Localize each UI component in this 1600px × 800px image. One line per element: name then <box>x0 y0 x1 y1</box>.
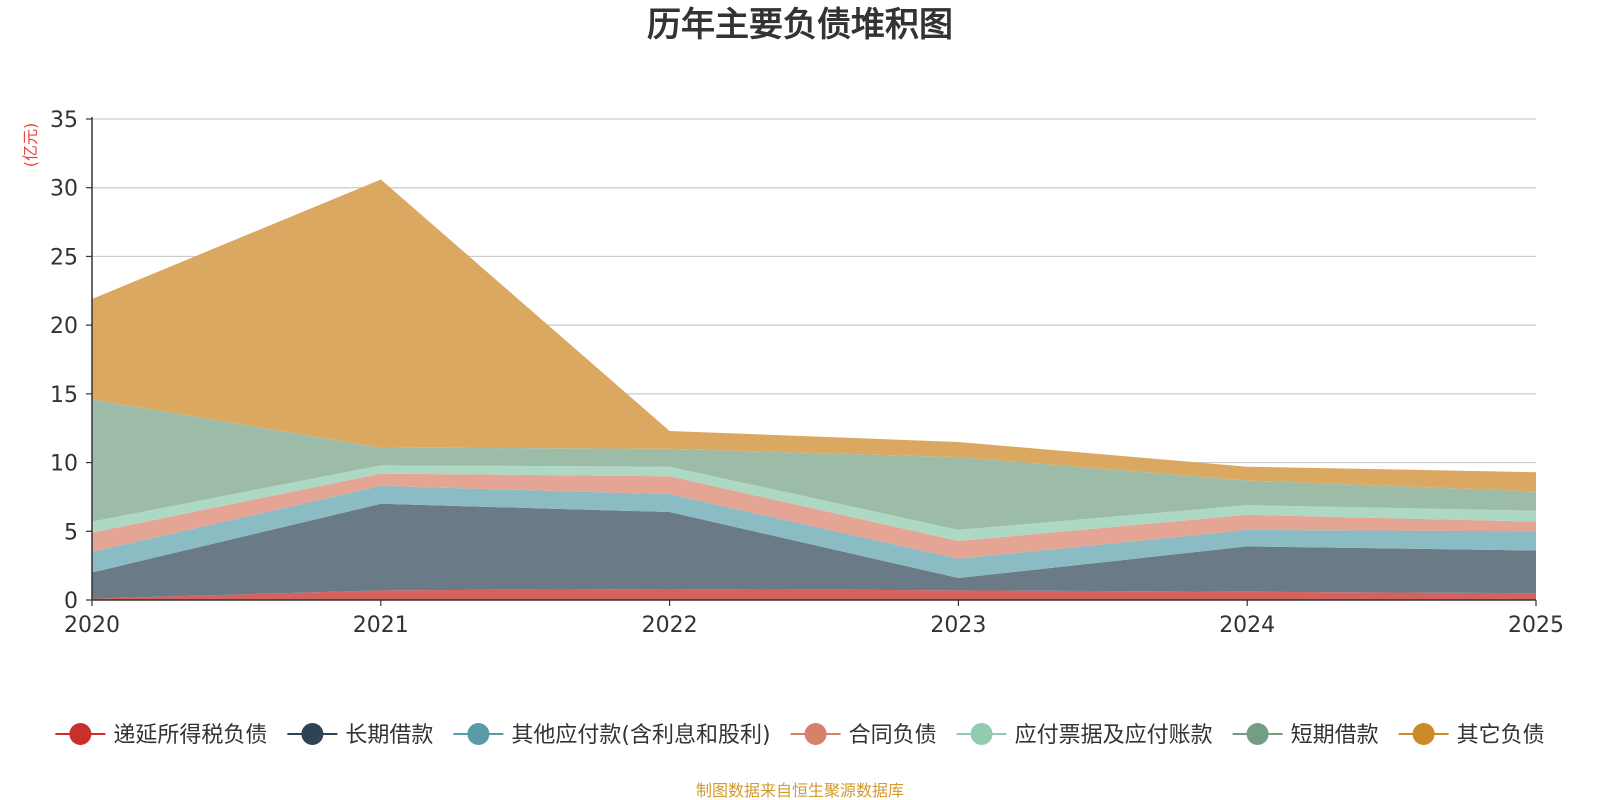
area-series-0[interactable] <box>92 589 1536 600</box>
legend-marker-icon <box>467 723 490 745</box>
legend-label: 短期借款 <box>1291 723 1379 748</box>
legend-marker-icon <box>69 723 92 745</box>
legend-marker-icon <box>1246 723 1269 745</box>
source-note: 制图数据来自恒生聚源数据库 <box>696 781 904 800</box>
y-tick-label: 30 <box>50 177 78 202</box>
area-series-group <box>92 179 1536 600</box>
legend-label: 应付票据及应付账款 <box>1015 723 1213 748</box>
legend-marker-icon <box>1412 723 1435 745</box>
area-series-2[interactable] <box>92 485 1536 579</box>
legend-marker-icon <box>804 723 827 745</box>
y-tick-label: 25 <box>50 245 78 270</box>
legend: 递延所得税负债 长期借款 其他应付款(含利息和股利) 合同负债 应付票据及应付账款 短期借… <box>55 723 1545 748</box>
x-tick-label: 2022 <box>642 613 698 638</box>
legend-item-1[interactable]: 长期借款 <box>287 723 433 748</box>
area-series-5[interactable] <box>92 399 1536 530</box>
y-tick-label: 20 <box>50 314 78 339</box>
legend-marker-icon <box>301 723 324 745</box>
legend-item-0[interactable]: 递延所得税负债 <box>55 723 267 748</box>
y-tick-label: 10 <box>50 452 78 477</box>
x-tick-label: 2023 <box>930 613 986 638</box>
x-tick-label: 2025 <box>1508 613 1564 638</box>
legend-marker-icon <box>970 723 993 745</box>
area-series-4[interactable] <box>92 465 1536 541</box>
legend-item-4[interactable]: 应付票据及应付账款 <box>956 723 1213 748</box>
legend-item-3[interactable]: 合同负债 <box>790 723 937 748</box>
y-tick-label: 5 <box>64 520 78 545</box>
y-axis-unit-label: (亿元) <box>21 123 40 168</box>
legend-label: 其他应付款(含利息和股利) <box>511 723 770 748</box>
area-series-1[interactable] <box>92 503 1536 599</box>
legend-label: 合同负债 <box>849 723 937 748</box>
x-tick-label: 2020 <box>64 613 120 638</box>
legend-label: 递延所得税负债 <box>113 723 267 748</box>
legend-label: 其它负债 <box>1457 723 1545 748</box>
legend-item-2[interactable]: 其他应付款(含利息和股利) <box>453 723 771 748</box>
x-tick-label: 2021 <box>353 613 409 638</box>
x-tick-label: 2024 <box>1219 613 1275 638</box>
y-tick-label: 35 <box>50 108 78 133</box>
area-series-3[interactable] <box>92 473 1536 559</box>
legend-item-6[interactable]: 其它负债 <box>1398 723 1545 748</box>
area-series-6[interactable] <box>92 179 1536 492</box>
legend-item-5[interactable]: 短期借款 <box>1232 723 1379 748</box>
legend-label: 长期借款 <box>345 723 433 748</box>
y-tick-label: 0 <box>64 589 78 614</box>
y-tick-label: 15 <box>50 383 78 408</box>
chart-title: 历年主要负债堆积图 <box>647 5 953 45</box>
